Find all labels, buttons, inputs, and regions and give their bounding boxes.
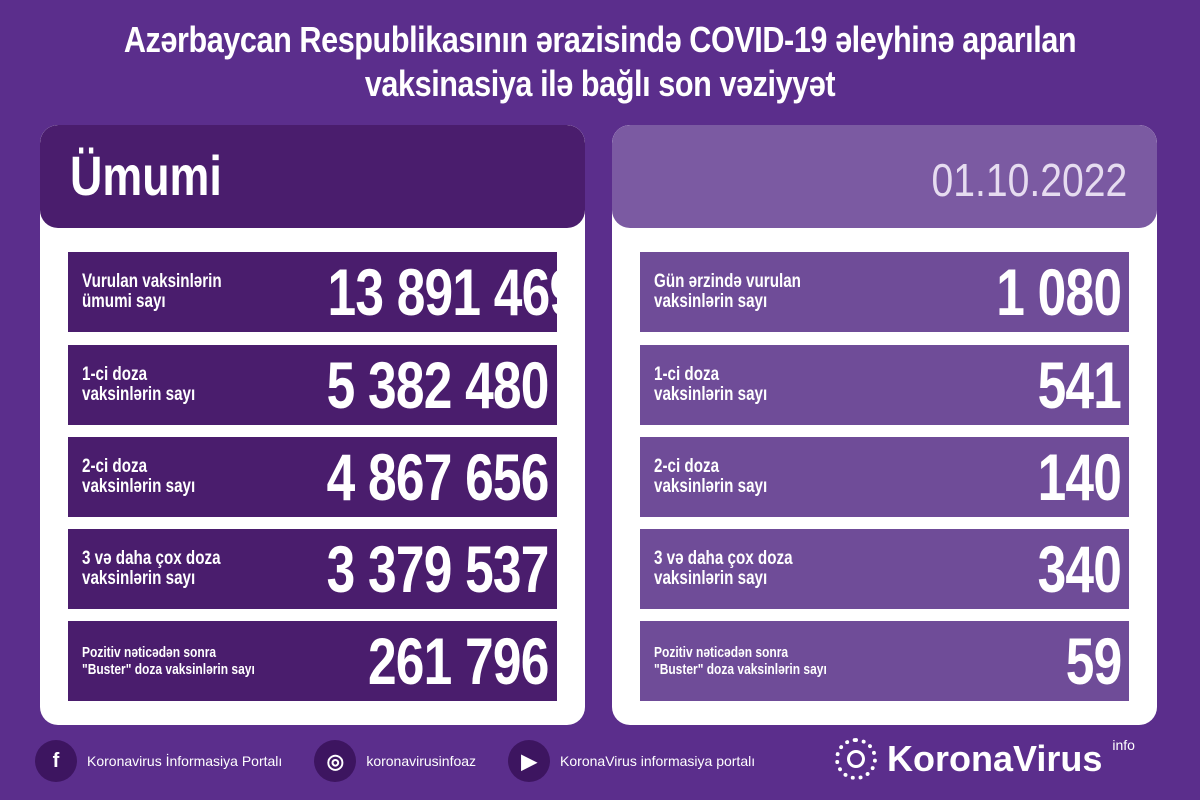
stat-label: 2-ci doza vaksinlərin sayı [82,457,195,497]
stat-value: 261 796 [368,624,549,698]
label-line: 3 və daha çox doza [654,548,793,569]
stat-row: 3 və daha çox doza vaksinlərin sayı 340 [640,529,1129,609]
stat-row: Gün ərzində vurulan vaksinlərin sayı 1 080 [640,252,1129,332]
stat-value: 1 080 [996,255,1122,329]
label-line: vaksinlərin sayı [654,568,768,589]
stat-label: 3 və daha çox doza vaksinlərin sayı [654,549,793,589]
stat-label: Pozitiv nəticədən sonra "Buster" doza vak… [654,644,827,678]
label-line: 3 və daha çox doza [82,548,221,569]
instagram-icon: ◎ [314,740,357,782]
stat-value: 3 379 537 [326,532,550,606]
label-line: Vurulan vaksinlərin [82,271,222,292]
stat-row: 3 və daha çox doza vaksinlərin sayı 3 379 … [68,529,557,609]
stat-label: 1-ci doza vaksinlərin sayı [82,365,195,405]
youtube-label: KoronaVirus informasiya portalı [560,753,756,769]
stat-label: 3 və daha çox doza vaksinlərin sayı [82,549,221,589]
sun-icon [835,738,877,780]
stat-label: Gün ərzində vurulan vaksinlərin sayı [654,272,801,312]
koronavirus-logo: KoronaVirus info [835,737,1135,780]
stat-value: 4 867 656 [326,440,550,514]
stat-value: 541 [1037,348,1121,422]
label-line: vaksinlərin sayı [654,291,768,312]
stat-row: 1-ci doza vaksinlərin sayı 5 382 480 [68,345,557,425]
page-title: Azərbaycan Respublikasının ərazisində CO… [90,18,1110,106]
stat-row: Pozitiv nəticədən sonra "Buster" doza vak… [640,621,1129,701]
stat-label: Pozitiv nəticədən sonra "Buster" doza vak… [82,644,255,678]
label-line: "Buster" doza vaksinlərin sayı [82,661,255,678]
stat-value: 13 891 469 [327,255,578,329]
label-line: vaksinlərin sayı [654,384,768,405]
stat-label: 2-ci doza vaksinlərin sayı [654,457,767,497]
label-line: vaksinlərin sayı [82,476,196,497]
label-line: Pozitiv nəticədən sonra [654,644,789,661]
instagram-link[interactable]: ◎ koronavirusinfoaz [314,740,476,782]
total-heading: Ümumi [70,144,222,207]
label-line: Gün ərzində vurulan [654,271,801,292]
label-line: 2-ci doza [82,456,148,477]
facebook-label: Koronavirus İnformasiya Portalı [87,753,283,769]
label-line: vaksinlərin sayı [654,476,768,497]
daily-card: 01.10.2022 Gün ərzində vurulan vaksinləri… [612,125,1157,725]
facebook-link[interactable]: f Koronavirus İnformasiya Portalı [35,740,282,782]
stat-row: 1-ci doza vaksinlərin sayı 541 [640,345,1129,425]
instagram-label: koronavirusinfoaz [366,753,477,769]
logo-sup: info [1112,737,1135,753]
title-line-2: vaksinasiya ilə bağlı son vəziyyət [364,63,836,104]
label-line: 1-ci doza [654,364,720,385]
stat-row: Vurulan vaksinlərin ümumi sayı 13 891 469 [68,252,578,332]
total-card: Ümumi Vurulan vaksinlərin ümumi sayı 13 89… [40,125,585,725]
facebook-icon: f [35,740,77,782]
youtube-link[interactable]: ▶ KoronaVirus informasiya portalı [508,740,755,782]
total-header: Ümumi [40,125,585,228]
stat-row: Pozitiv nəticədən sonra "Buster" doza vak… [68,621,557,701]
title-line-1: Azərbaycan Respublikasının ərazisində CO… [123,19,1077,60]
stat-label: 1-ci doza vaksinlərin sayı [654,365,767,405]
label-line: 1-ci doza [82,364,148,385]
stat-row: 2-ci doza vaksinlərin sayı 4 867 656 [68,437,557,517]
stat-row: 2-ci doza vaksinlərin sayı 140 [640,437,1129,517]
label-line: Pozitiv nəticədən sonra [82,644,217,661]
stat-value: 140 [1037,440,1121,514]
footer: f Koronavirus İnformasiya Portalı ◎ korona… [35,740,773,782]
date: 01.10.2022 [931,154,1127,206]
label-line: 2-ci doza [654,456,720,477]
stat-label: Vurulan vaksinlərin ümumi sayı [82,272,222,312]
label-line: "Buster" doza vaksinlərin sayı [654,661,827,678]
label-line: vaksinlərin sayı [82,384,196,405]
daily-header: 01.10.2022 [612,125,1157,228]
stat-value: 340 [1037,532,1121,606]
logo-text: KoronaVirus [887,738,1103,779]
stat-value: 59 [1065,624,1121,698]
label-line: vaksinlərin sayı [82,568,196,589]
stat-value: 5 382 480 [326,348,550,422]
youtube-icon: ▶ [508,740,551,782]
label-line: ümumi sayı [82,291,166,312]
